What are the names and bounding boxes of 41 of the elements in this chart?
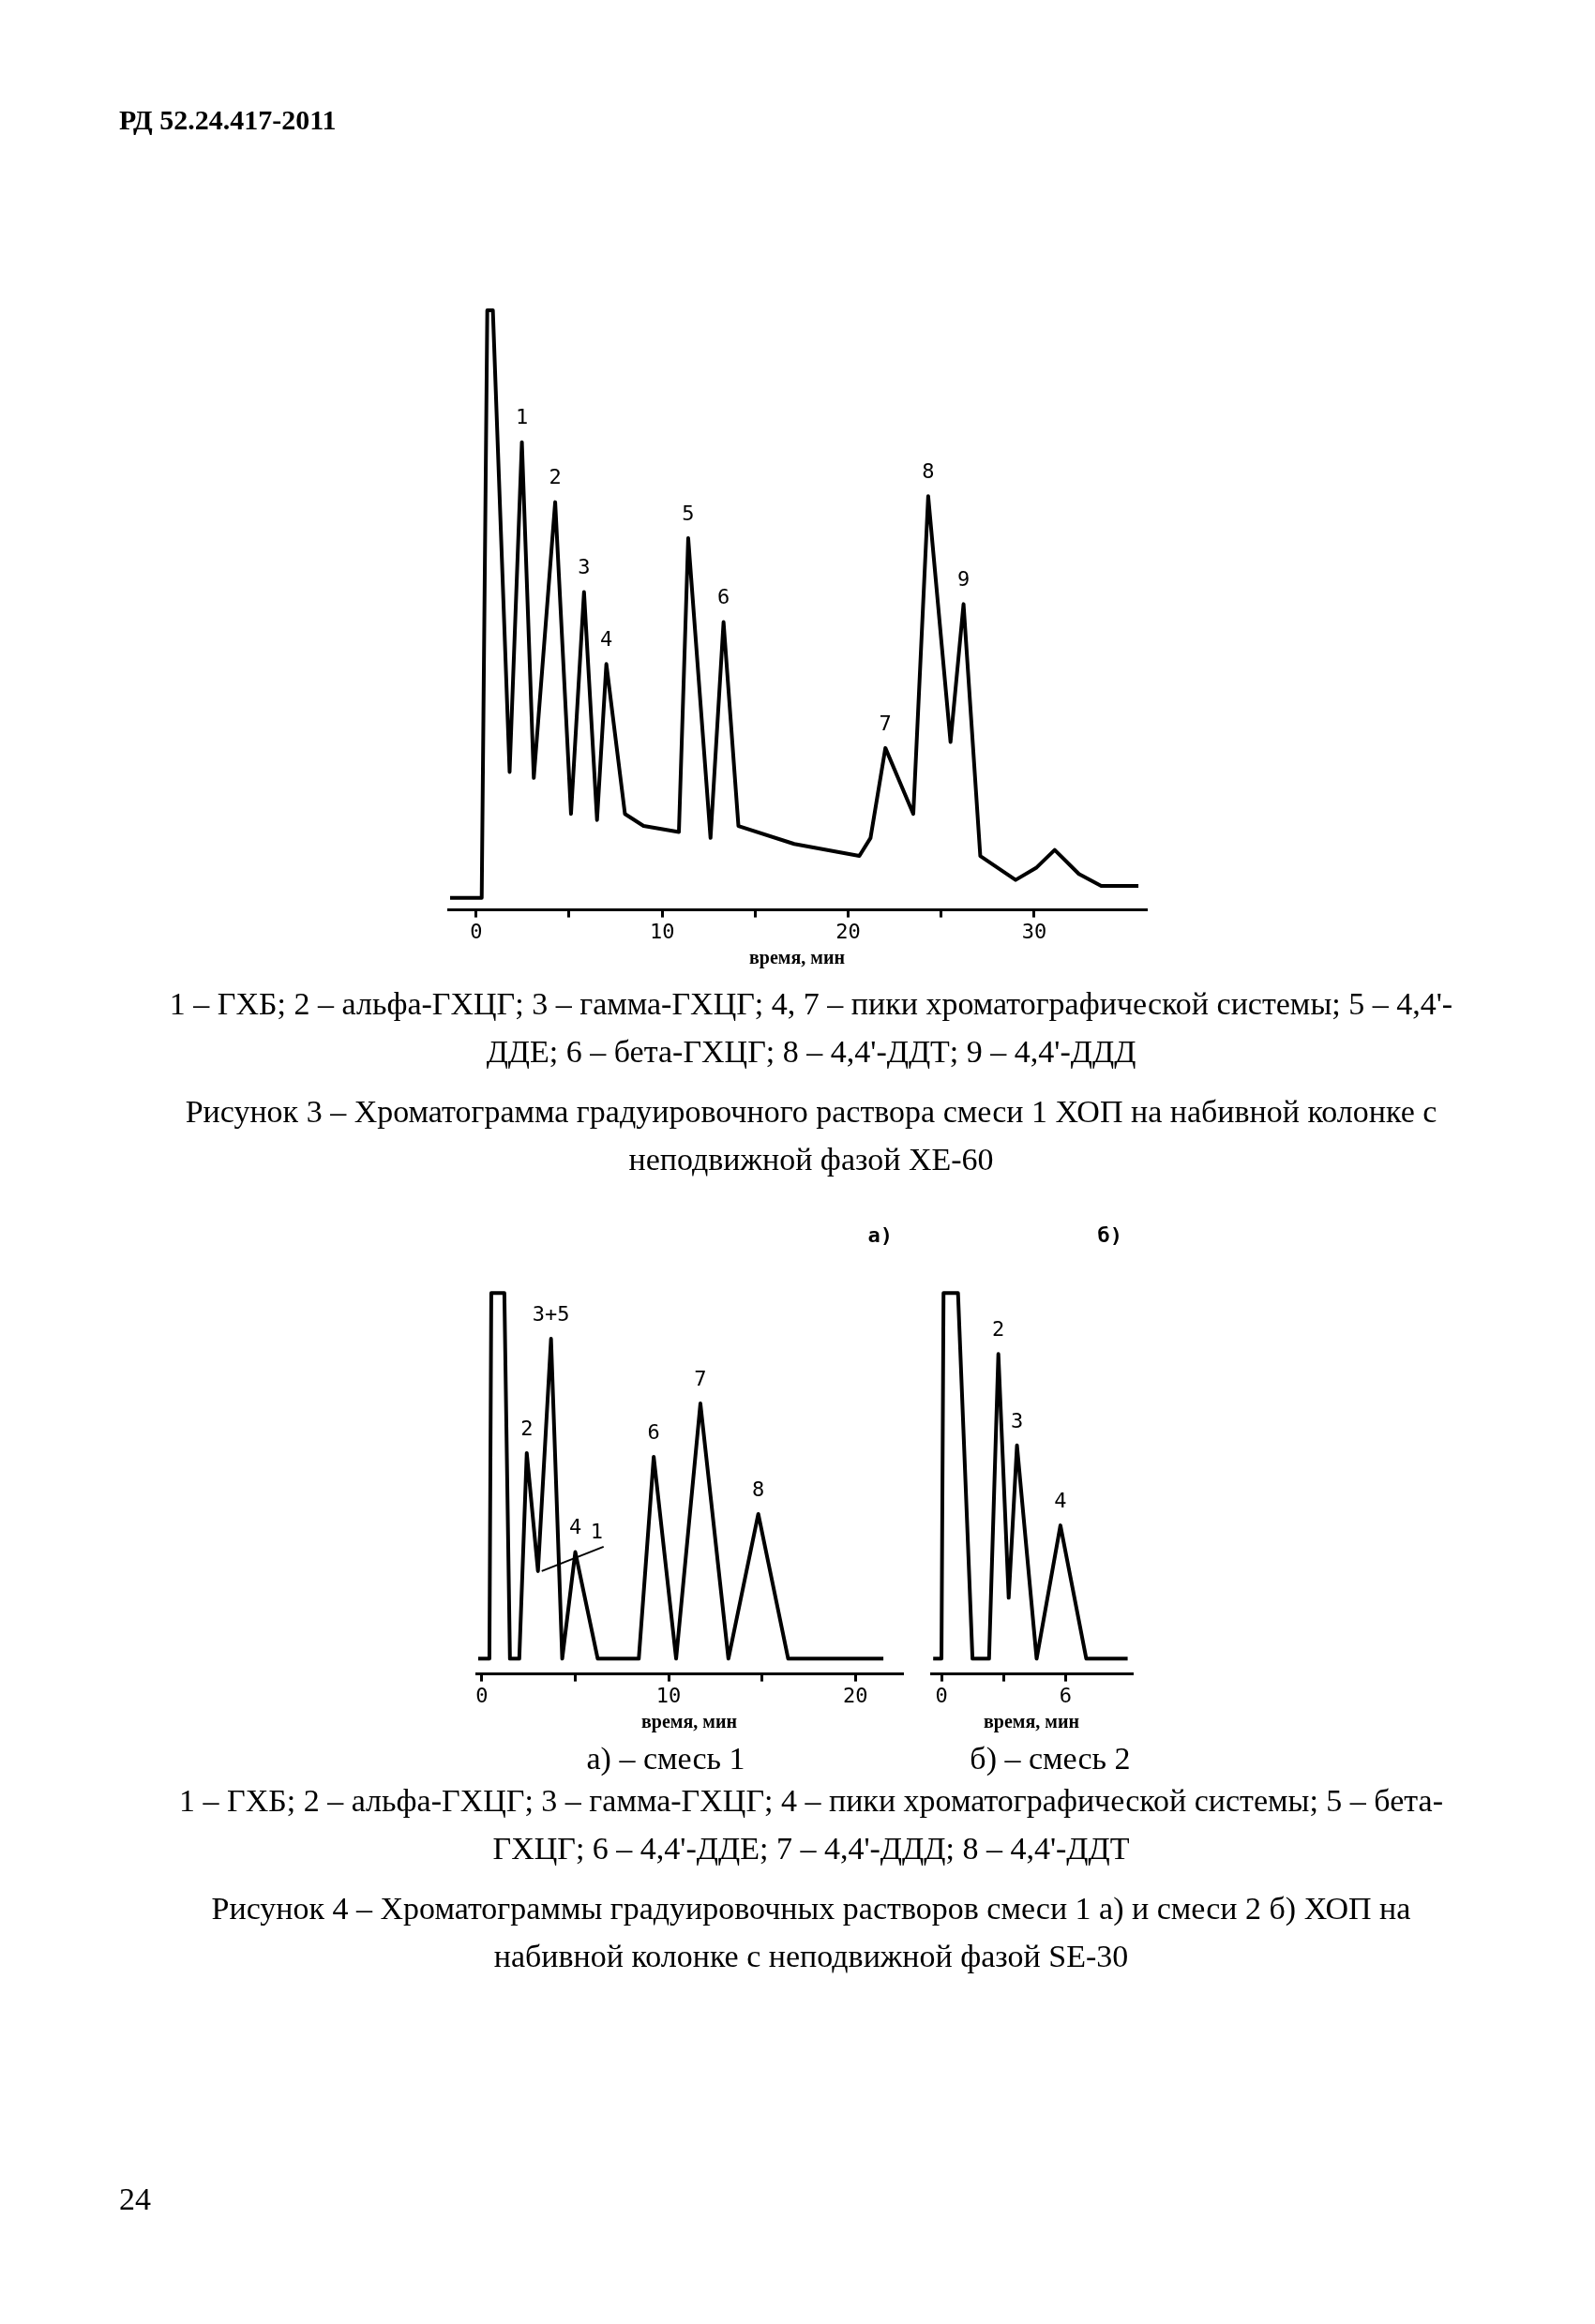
annotation: 2 <box>520 1416 534 1440</box>
chart-title: а) <box>867 1222 893 1247</box>
text: Рисунок 3 – Хроматограмма градуировочного раствора смеси 1 ХОП на набивной колонке с неподвижной фазой ХЕ-60 <box>184 1093 1438 1178</box>
annotation: 6 <box>647 1419 660 1444</box>
annotation: 3 <box>578 555 591 579</box>
annotation: 4 <box>600 627 613 652</box>
annotation: 6 <box>717 585 730 609</box>
annotation: 3 <box>1010 1408 1024 1432</box>
x-tick-label: 10 <box>655 1683 682 1707</box>
x-tick-label: 0 <box>475 1683 489 1707</box>
annotation: 4 <box>1054 1488 1067 1512</box>
x-axis-title: время, мин <box>749 947 845 969</box>
annotation: 9 <box>956 567 971 592</box>
annotation: 7 <box>879 711 892 735</box>
x-tick-label: 6 <box>1059 1683 1073 1707</box>
annotation: 8 <box>922 458 935 483</box>
x-axis-title: время, мин <box>984 1711 1079 1733</box>
annotation: 2 <box>992 1317 1005 1341</box>
annotation: 1 <box>515 405 529 429</box>
text: 1 – ГХБ; 2 – альфа-ГХЦГ; 3 – гамма-ГХЦГ; 4 – пики хроматографической системы; 5 – бета-ГХЦГ; 6 – 4,4'-ДДЕ; 7 – 4,4'-ДДД; 8 – 4,4'-ДДТ <box>178 1782 1444 1867</box>
annotation: 2 <box>549 465 562 489</box>
x-tick-label: 10 <box>649 919 675 943</box>
x-tick-label: 0 <box>935 1683 948 1707</box>
annotation: 4 <box>568 1515 582 1539</box>
chart-title: б) <box>1097 1222 1122 1247</box>
text: Рисунок 4 – Хроматограммы градуировочных растворов смеси 1 а) и смеси 2 б) ХОП на набивной колонке с неподвижной фазой SE-30 <box>210 1890 1412 1975</box>
annotation: 5 <box>682 501 695 525</box>
x-tick-label: 20 <box>842 1683 868 1707</box>
text: 1 – ГХБ; 2 – альфа-ГХЦГ; 3 – гамма-ГХЦГ; 4, 7 – пики хроматографической системы; 5 – 4,4'-ДДЕ; 6 – бета-ГХЦГ; 8 – 4,4'-ДДТ; 9 – 4,4'-ДДД <box>169 985 1453 1071</box>
x-tick-label: 20 <box>835 919 861 943</box>
annotation: 3+5 <box>532 1301 570 1326</box>
annotation: 7 <box>694 1366 707 1390</box>
annotation: 8 <box>752 1477 765 1501</box>
text: 24 <box>119 2181 152 2218</box>
x-axis-title: время, мин <box>641 1711 737 1733</box>
text: а) – смесь 1 <box>585 1740 746 1777</box>
text: РД 52.24.417-2011 <box>119 103 338 137</box>
text: б) – смесь 2 <box>969 1740 1132 1777</box>
x-tick-label: 0 <box>470 919 483 943</box>
x-tick-label: 30 <box>1021 919 1047 943</box>
annotation: 1 <box>590 1519 603 1543</box>
